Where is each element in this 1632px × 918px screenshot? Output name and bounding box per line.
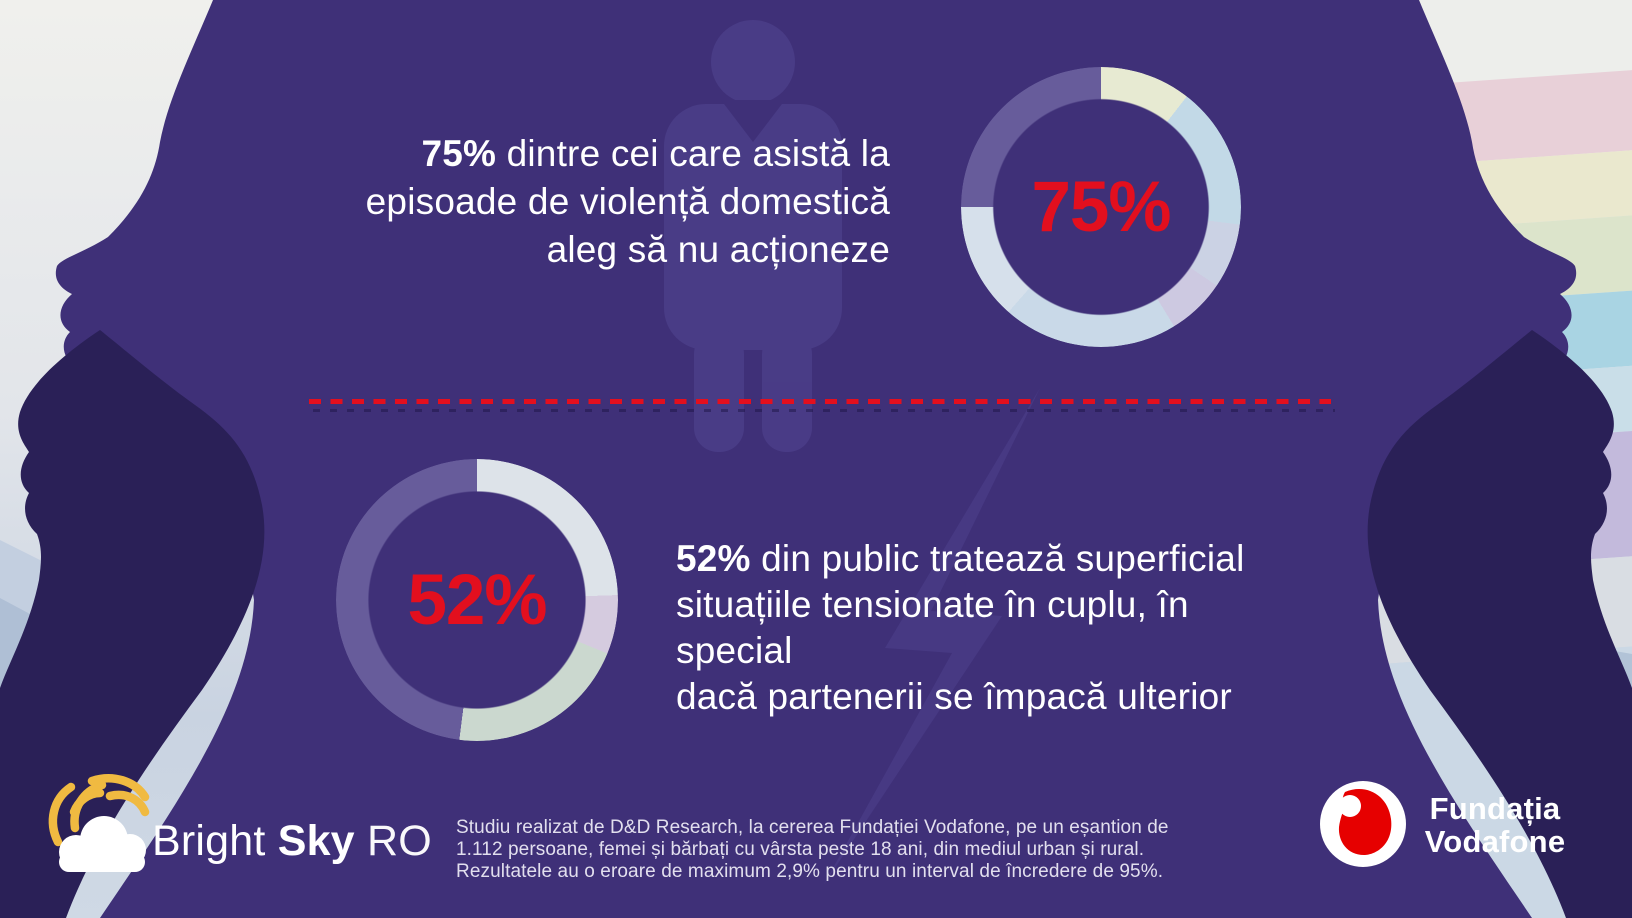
stat-52-text: 52% din public tratează superficial situ… bbox=[676, 536, 1296, 720]
stat-75-line3: aleg să nu acționeze bbox=[546, 229, 890, 270]
dashed-divider bbox=[309, 399, 1335, 412]
vodafone-line1: Fundația bbox=[1429, 791, 1561, 826]
person-silhouette bbox=[664, 20, 842, 452]
vodafone-wordmark: Fundația Vodafone bbox=[1410, 792, 1580, 858]
stat-75-line1: 75% dintre cei care asistă la bbox=[421, 133, 890, 174]
donut-chart-75 bbox=[961, 67, 1241, 347]
donut-52-label: 52% bbox=[407, 560, 547, 640]
disclaimer-line2: 1.112 persoane, femei și bărbați cu vârs… bbox=[456, 839, 1145, 860]
disclaimer-line1: Studiu realizat de D&D Research, la cere… bbox=[456, 817, 1169, 838]
lightning-bolt-silhouette bbox=[823, 388, 1040, 886]
stat-75-value: 75% bbox=[421, 133, 497, 174]
study-disclaimer: Studiu realizat de D&D Research, la cere… bbox=[456, 817, 1176, 883]
stat-52-line1: 52% din public tratează superficial bbox=[676, 538, 1245, 579]
stat-75-text: 75% dintre cei care asistă la episoade d… bbox=[270, 130, 890, 274]
vodafone-line2: Vodafone bbox=[1424, 824, 1566, 859]
brightsky-wordmark: Bright Sky RO bbox=[152, 817, 432, 865]
stat-52-value: 52% bbox=[676, 538, 751, 579]
sun-cloud-icon bbox=[48, 774, 150, 872]
vodafone-speechmark-icon bbox=[1320, 781, 1406, 867]
disclaimer-line3: Rezultatele au o eroare de maximum 2,9% … bbox=[456, 861, 1164, 882]
stat-75-line2: episoade de violență domestică bbox=[365, 181, 890, 222]
stat-52-line2: situațiile tensionate în cuplu, în speci… bbox=[676, 584, 1189, 671]
stat-52-line3: dacă partenerii se împacă ulterior bbox=[676, 676, 1232, 717]
donut-75-label: 75% bbox=[1031, 167, 1171, 247]
donut-chart-52 bbox=[336, 459, 618, 741]
